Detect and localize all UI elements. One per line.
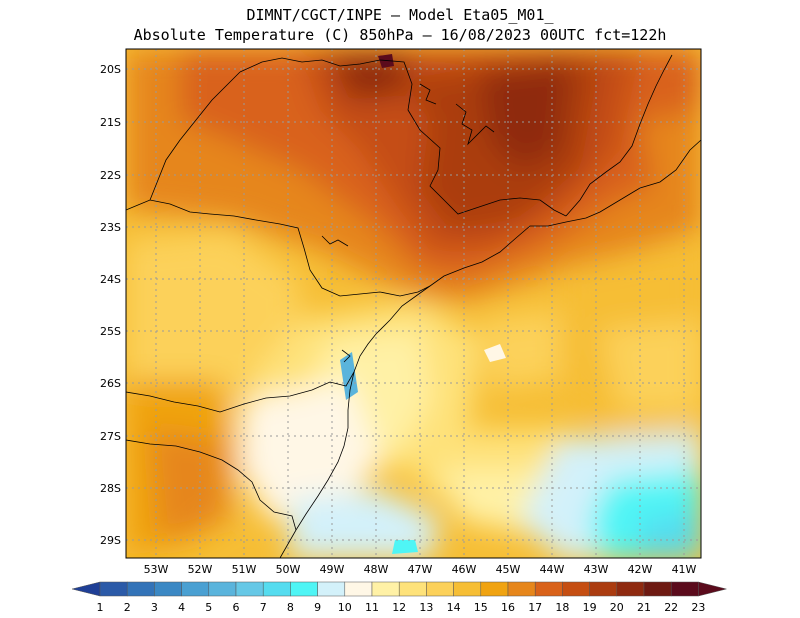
colorbar-swatch	[562, 581, 590, 597]
colorbar-label: 9	[314, 601, 321, 614]
colorbar-label: 13	[419, 601, 433, 614]
map-title-line2: Absolute Temperature (C) 850hPa – 16/08/…	[133, 26, 667, 44]
lat-lon-grid	[126, 49, 701, 558]
lon-label: 49W	[320, 563, 345, 576]
lat-label: 25S	[100, 325, 121, 338]
map-title-line1: DIMNT/CGCT/INPE – Model Eta05_M01_	[246, 6, 554, 24]
lon-label: 47W	[408, 563, 433, 576]
colorbar-label: 21	[637, 601, 651, 614]
colorbar-swatch	[99, 581, 128, 597]
colorbar-low-arrow	[71, 581, 101, 597]
colorbar-label: 15	[474, 601, 488, 614]
colorbar-swatch	[371, 581, 400, 597]
colorbar-label: 7	[260, 601, 267, 614]
colorbar-label: 16	[501, 601, 515, 614]
colorbar-label: 20	[610, 601, 624, 614]
lat-label: 22S	[100, 169, 121, 182]
colorbar-label: 22	[664, 601, 678, 614]
colorbar-swatch	[181, 581, 210, 597]
colorbar-swatch	[480, 581, 509, 597]
lon-label: 41W	[672, 563, 697, 576]
lat-label: 23S	[100, 221, 121, 234]
latitude-labels: 20S 21S 22S 23S 24S 25S 26S 27S 28S 29S	[100, 63, 121, 547]
colorbar-swatch	[235, 581, 264, 597]
reservoir-lines	[321, 83, 495, 363]
colorbar-swatch	[643, 581, 672, 597]
colorbar-swatch	[290, 581, 318, 597]
colorbar-swatch	[589, 581, 618, 597]
colorbar-label: 10	[338, 601, 352, 614]
lon-label: 52W	[188, 563, 213, 576]
colorbar-swatch	[534, 581, 563, 597]
colorbar-label: 5	[205, 601, 212, 614]
colorbar-swatch	[317, 581, 346, 597]
coastline	[279, 139, 701, 558]
border-santa-catarina-rio-grande	[126, 439, 297, 531]
lat-label: 26S	[100, 377, 121, 390]
colorbar-swatch	[344, 581, 373, 597]
colorbar-label: 23	[691, 601, 705, 614]
colorbar-label: 6	[233, 601, 240, 614]
lon-label: 42W	[628, 563, 653, 576]
lon-label: 44W	[540, 563, 565, 576]
border-minas-rio-espirito	[565, 54, 673, 217]
colorbar-swatch	[126, 581, 155, 597]
colorbar-swatch	[616, 581, 645, 597]
border-minas-sao-paulo	[239, 57, 567, 217]
lon-label: 46W	[452, 563, 477, 576]
lon-label: 53W	[144, 563, 169, 576]
colorbar-swatch	[507, 581, 536, 597]
colorbar-swatch	[398, 581, 427, 597]
colorbar-swatch	[208, 581, 237, 597]
longitude-labels: 53W 52W 51W 50W 49W 48W 47W 46W 45W 44W 43W 42W 41W	[144, 563, 697, 576]
colorbar-label: 1	[97, 601, 104, 614]
lat-label: 29S	[100, 534, 121, 547]
lat-label: 28S	[100, 482, 121, 495]
temperature-field	[126, 49, 701, 558]
border-mato-grosso-sao-paulo	[149, 71, 241, 201]
lon-label: 50W	[276, 563, 301, 576]
lon-label: 51W	[232, 563, 257, 576]
colorbar-high-arrow	[698, 581, 727, 597]
colorbar-label: 3	[151, 601, 158, 614]
plot-frame	[125, 48, 702, 559]
border-parana-santa-catarina	[126, 371, 355, 413]
colorbar-label: 17	[528, 601, 542, 614]
colorbar-labels: 1 2 3 4 5 6 7 8 9 10 11 12 13 14 15 16 17 18 19 20 21 22 23	[97, 601, 706, 614]
colorbar-label: 19	[583, 601, 597, 614]
lat-label: 24S	[100, 273, 121, 286]
lat-label: 27S	[100, 430, 121, 443]
lat-label: 20S	[100, 63, 121, 76]
colorbar-label: 11	[365, 601, 379, 614]
colorbar	[71, 581, 727, 597]
colorbar-swatch	[426, 581, 454, 597]
colorbar-swatch	[154, 581, 182, 597]
colorbar-label: 4	[178, 601, 185, 614]
colorbar-swatch	[670, 581, 699, 597]
border-sao-paulo-parana	[126, 199, 431, 297]
lat-label: 21S	[100, 116, 121, 129]
colorbar-swatch	[453, 581, 482, 597]
colorbar-swatch	[262, 581, 291, 597]
lon-label: 45W	[496, 563, 521, 576]
lon-label: 48W	[364, 563, 389, 576]
colorbar-label: 18	[555, 601, 569, 614]
coastline-and-borders	[126, 54, 701, 558]
colorbar-label: 12	[392, 601, 406, 614]
colorbar-label: 8	[287, 601, 294, 614]
colorbar-label: 14	[447, 601, 461, 614]
lon-label: 43W	[584, 563, 609, 576]
colorbar-label: 2	[124, 601, 131, 614]
